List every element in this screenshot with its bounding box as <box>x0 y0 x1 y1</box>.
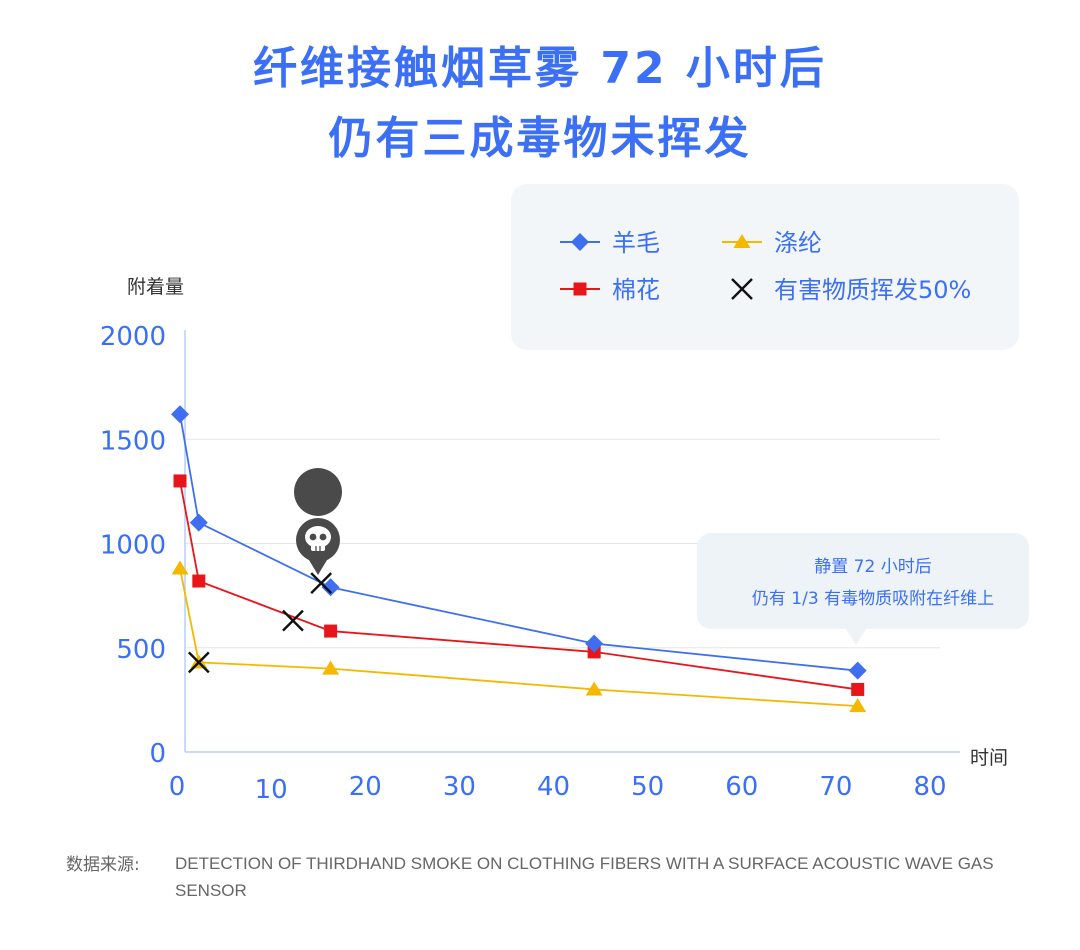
callout-bubble: 静置 72 小时后 仍有 1/3 有毒物质吸附在纤维上 <box>697 533 1029 645</box>
data-point-triangle <box>171 560 189 575</box>
data-point-diamond <box>171 405 189 424</box>
x-tick-label: 0 <box>169 772 186 802</box>
data-point-diamond <box>321 578 340 597</box>
legend-item: 棉花 <box>560 276 660 304</box>
x-tick-label: 80 <box>913 772 946 802</box>
legend-swatch-x <box>731 278 753 300</box>
source-label: 数据来源: <box>66 855 140 875</box>
callout-line2: 仍有 1/3 有毒物质吸附在纤维上 <box>752 589 994 609</box>
legend-item: 羊毛 <box>560 229 660 257</box>
x-tick-label: 10 <box>255 775 288 805</box>
legend-item: 有害物质挥发50% <box>731 276 971 304</box>
data-point-square <box>173 474 187 488</box>
legend-swatch-square <box>573 282 587 296</box>
data-point-triangle <box>585 681 603 696</box>
data-point-diamond <box>189 513 208 532</box>
y-tick-label: 0 <box>149 739 166 769</box>
data-point-square <box>192 574 206 588</box>
legend-box <box>511 184 1019 350</box>
legend-label: 棉花 <box>612 276 660 304</box>
half-volatilized-marker <box>310 572 333 594</box>
x-tick-label: 30 <box>443 772 476 802</box>
legend-label: 涤纶 <box>774 229 822 257</box>
x-tick-label: 40 <box>537 772 570 802</box>
legend-item: 涤纶 <box>722 229 822 257</box>
data-point-diamond <box>585 634 604 653</box>
data-point-square <box>324 624 338 638</box>
x-tick-label: 70 <box>819 772 852 802</box>
y-axis-label: 附着量 <box>127 276 184 298</box>
legend-swatch-diamond <box>571 233 589 251</box>
legend-label: 有害物质挥发50% <box>774 276 971 304</box>
axes: 0 500 1000 1500 2000 0 10 20 30 40 50 60 70 80 <box>100 322 960 805</box>
half-volatilized-marker <box>187 651 210 674</box>
data-point-triangle <box>849 698 867 713</box>
x-tick-label: 60 <box>725 772 758 802</box>
chart-title-line1: 纤维接触烟草雾 72 小时后 <box>253 43 827 94</box>
source-text: DETECTION OF THIRDHAND SMOKE ON CLOTHING… <box>175 854 994 900</box>
data-point-triangle <box>322 660 340 675</box>
chart-title-line2: 仍有三成毒物未挥发 <box>328 113 752 164</box>
legend-label: 羊毛 <box>612 229 660 257</box>
data-point-square <box>851 682 865 696</box>
callout-line1: 静置 72 小时后 <box>814 557 931 577</box>
x-tick-label: 20 <box>349 772 382 802</box>
y-tick-label: 2000 <box>100 322 166 352</box>
skull-pin-icon <box>294 467 343 575</box>
data-markers <box>171 405 867 713</box>
x-tick-label: 50 <box>631 772 664 802</box>
half-volatilized-marker <box>282 609 304 632</box>
y-tick-label: 1500 <box>100 426 166 456</box>
data-point-diamond <box>848 661 867 680</box>
legend-swatch-triangle <box>733 234 751 248</box>
x-axis-label: 时间 <box>970 747 1008 769</box>
y-tick-label: 500 <box>116 635 166 665</box>
y-tick-label: 1000 <box>100 531 166 561</box>
